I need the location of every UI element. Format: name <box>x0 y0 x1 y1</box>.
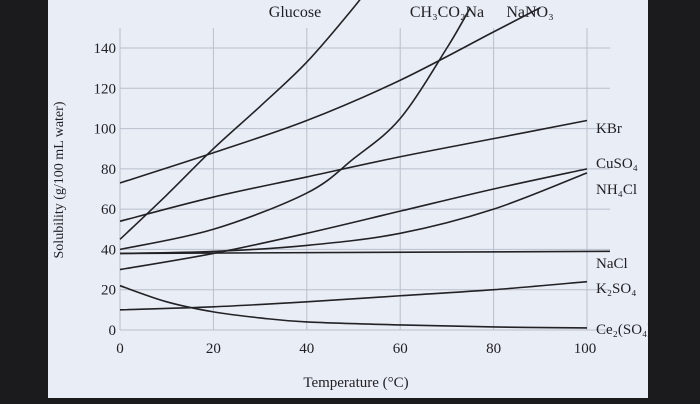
series-8-line <box>119 284 588 329</box>
series-1-label: CH₃CO₂Na <box>410 4 484 21</box>
series-2-label: NaNO₃ <box>506 4 553 21</box>
tick-labels: 0 20 40 60 80 100 0 20 40 60 80 100 120 140 <box>94 41 597 357</box>
x-tick-label-40: 40 <box>299 341 314 357</box>
x-axis-label: Temperature (°C) <box>303 375 408 391</box>
series-4-line <box>119 168 588 271</box>
x-tick-label-0: 0 <box>116 341 124 357</box>
series-7-label: K₂SO₄ <box>596 281 636 297</box>
series-3-line <box>119 119 588 223</box>
series-6-label: NaCl <box>596 256 628 272</box>
series-0-line <box>119 0 361 240</box>
series-6-line <box>119 250 610 255</box>
series-1-line <box>119 7 471 251</box>
x-tick-label-20: 20 <box>206 341 221 357</box>
series-3-label: KBr <box>596 121 622 137</box>
x-tick-label-80: 80 <box>486 341 501 357</box>
series-7-line <box>119 280 588 311</box>
y-tick-label-100: 100 <box>94 122 117 138</box>
grid <box>119 28 610 331</box>
series-labels: Glucose CH₃CO₂Na NaNO₃ KBr CuSO₄ NH₄Cl NaCl K₂S… <box>269 4 658 338</box>
series-5-line <box>119 172 588 255</box>
y-tick-label-80: 80 <box>101 162 116 178</box>
series-lines <box>119 0 610 329</box>
bezel-left <box>0 0 48 404</box>
series-4-label: CuSO₄ <box>596 156 638 172</box>
y-tick-label-0: 0 <box>109 323 117 339</box>
bezel-right <box>648 0 700 404</box>
bezel-bottom <box>0 398 700 404</box>
y-tick-label-140: 140 <box>94 41 117 57</box>
series-5-label: NH₄Cl <box>596 182 637 198</box>
y-tick-label-120: 120 <box>94 81 117 97</box>
series-2-line <box>119 7 541 184</box>
x-tick-label-60: 60 <box>393 341 408 357</box>
x-tick-label-100: 100 <box>574 341 597 357</box>
y-tick-label-40: 40 <box>101 242 116 258</box>
series-8-label: Ce₂(SO₄)₃ <box>596 322 658 338</box>
y-tick-label-20: 20 <box>101 283 116 299</box>
y-axis-label: Solubility (g/100 mL water) <box>52 101 67 258</box>
series-0-label: Glucose <box>269 4 321 21</box>
y-tick-label-60: 60 <box>101 202 116 218</box>
